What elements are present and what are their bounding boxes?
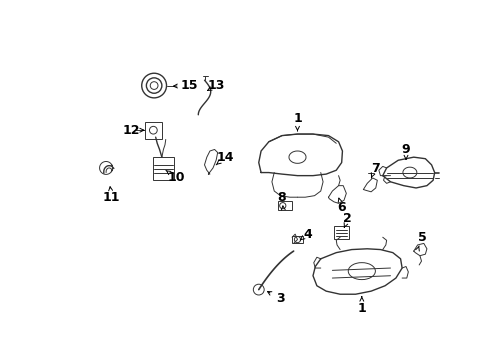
FancyBboxPatch shape xyxy=(152,157,174,180)
FancyBboxPatch shape xyxy=(291,236,302,243)
Text: 12: 12 xyxy=(122,124,140,137)
Text: 1: 1 xyxy=(292,112,301,125)
Text: 7: 7 xyxy=(370,162,379,175)
Text: 1: 1 xyxy=(357,302,366,315)
Text: 3: 3 xyxy=(276,292,284,305)
Text: 11: 11 xyxy=(102,191,120,204)
Text: 14: 14 xyxy=(216,150,234,164)
Text: 4: 4 xyxy=(303,228,311,240)
Text: 6: 6 xyxy=(337,201,346,214)
Text: 5: 5 xyxy=(417,231,426,244)
Text: 13: 13 xyxy=(207,79,224,92)
Text: 2: 2 xyxy=(343,212,351,225)
FancyBboxPatch shape xyxy=(278,201,291,210)
FancyBboxPatch shape xyxy=(333,226,349,239)
Text: 10: 10 xyxy=(167,171,184,184)
Text: 9: 9 xyxy=(401,143,409,156)
FancyBboxPatch shape xyxy=(144,122,162,139)
Text: 8: 8 xyxy=(277,191,286,204)
Text: 15: 15 xyxy=(180,79,197,92)
